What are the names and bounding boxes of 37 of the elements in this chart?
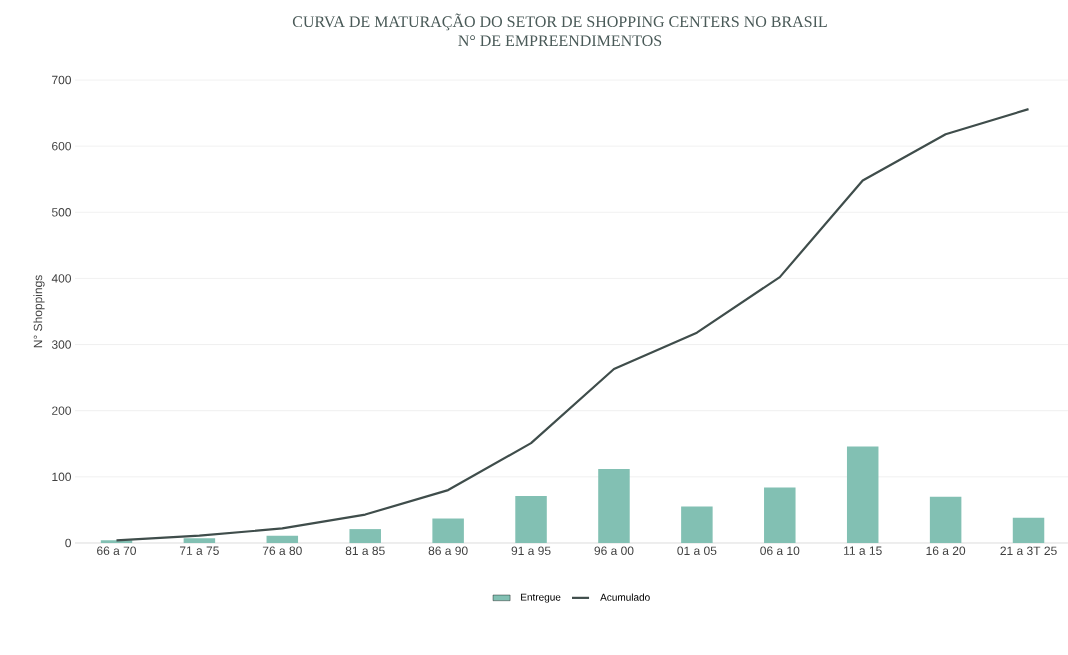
chart-title: CURVA DE MATURAÇÃO DO SETOR DE SHOPPING CENTERS NO BRASIL	[292, 13, 827, 31]
bar	[681, 506, 713, 543]
x-tick-label: 81 a 85	[345, 546, 385, 556]
x-tick-label: 66 a 70	[97, 546, 137, 556]
chart-subtitle: N° DE EMPREENDIMENTOS	[458, 35, 662, 47]
x-tick-label: 01 a 05	[677, 546, 717, 556]
x-tick-label: 71 a 75	[179, 546, 219, 555]
bar	[764, 487, 796, 543]
y-tick-label: 0	[65, 538, 72, 548]
x-tick-label: 06 a 10	[760, 546, 800, 556]
bar	[1012, 517, 1045, 543]
y-tick-label: 600	[52, 141, 72, 151]
y-axis-title: N° Shoppings	[33, 275, 45, 348]
y-tick-label: 700	[52, 75, 72, 85]
bar	[846, 446, 879, 543]
bar	[929, 496, 962, 543]
legend-label: Entregue	[521, 593, 561, 603]
y-tick-label: 200	[52, 406, 72, 415]
bar	[598, 468, 630, 543]
bar	[183, 538, 216, 543]
y-tick-label: 300	[51, 340, 72, 349]
x-tick-label: 86 a 90	[428, 546, 468, 556]
y-tick-label: 400	[51, 274, 72, 283]
legend-label: Acumulado	[600, 593, 650, 601]
x-tick-label: 16 a 20	[926, 546, 966, 556]
x-tick-label: 21 a 3T 25	[1000, 546, 1057, 556]
x-tick-label: 76 a 80	[262, 546, 302, 556]
x-tick-label: 91 a 95	[511, 546, 551, 556]
bar	[266, 535, 299, 543]
y-tick-label: 100	[52, 472, 72, 482]
bar	[432, 518, 464, 543]
bar	[349, 529, 381, 543]
y-tick-label: 500	[51, 208, 72, 217]
x-tick-label: 11 a 15	[844, 546, 882, 555]
bar	[515, 496, 547, 543]
line-series	[115, 108, 1030, 542]
x-tick-label: 96 a 00	[594, 546, 634, 556]
